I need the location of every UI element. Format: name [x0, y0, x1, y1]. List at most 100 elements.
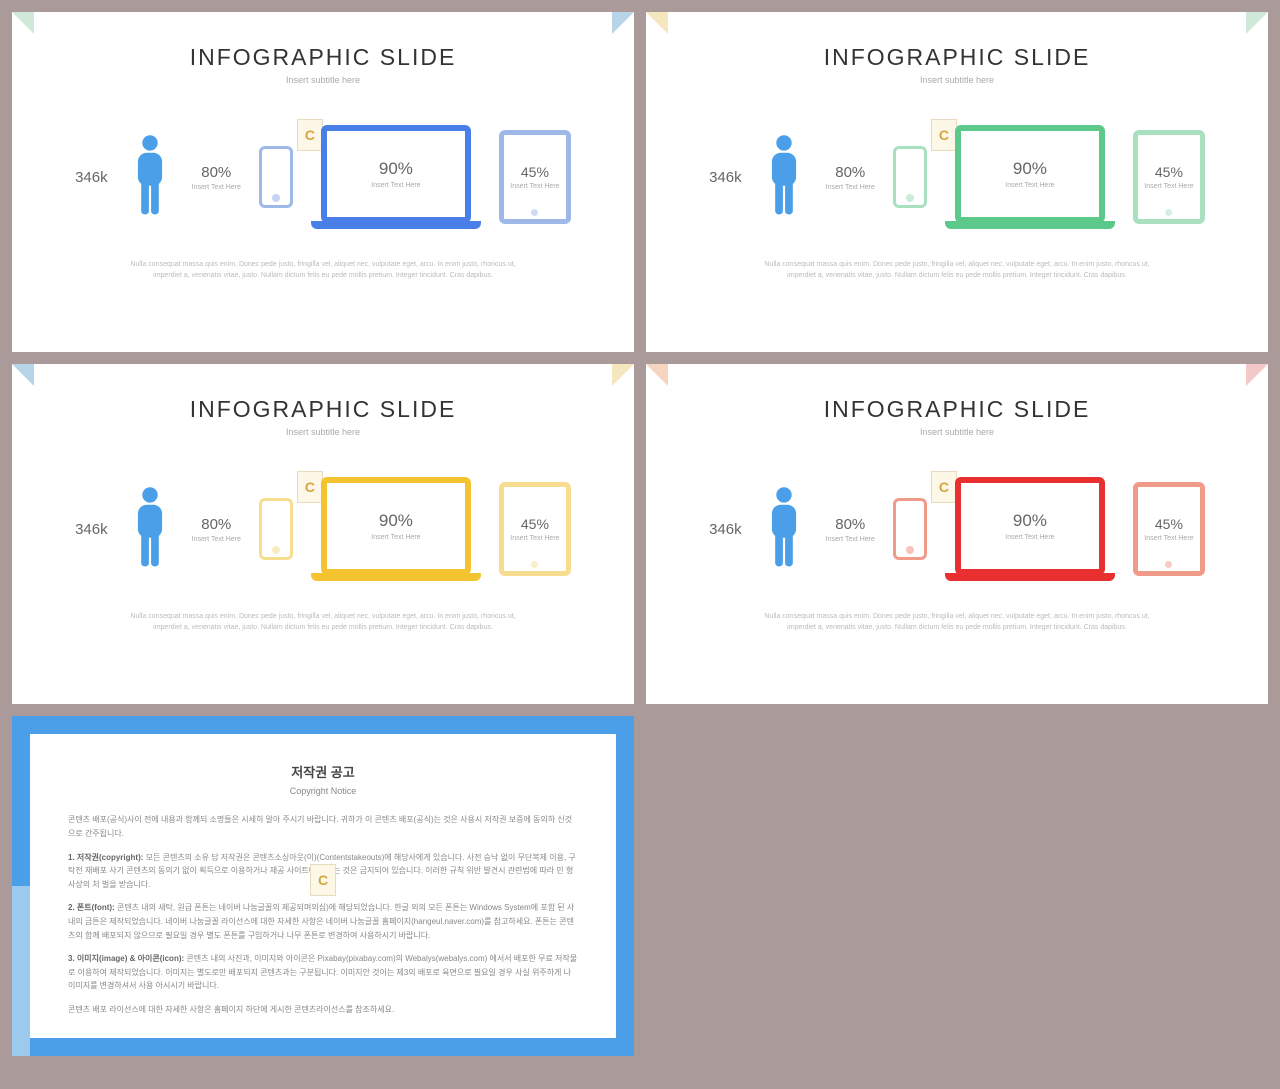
- laptop-col: C 90% Insert Text Here: [311, 477, 481, 581]
- infographic-slide-3: INFOGRAPHIC SLIDE Insert subtitle here 3…: [12, 364, 634, 704]
- laptop-caption: Insert Text Here: [1005, 534, 1054, 541]
- laptop-caption: Insert Text Here: [371, 534, 420, 541]
- copyright-intro: 콘텐츠 배포(공식)사이 전에 내용과 함께되 소명들은 시세히 알아 주시기 …: [68, 813, 578, 840]
- phone-percentage: 80%: [201, 516, 231, 533]
- phone-percentage: 80%: [835, 516, 865, 533]
- slide-content: 346k 80% Insert Text Here C 90: [678, 125, 1236, 229]
- phone-icon: [259, 146, 293, 208]
- phone-icon: [259, 498, 293, 560]
- person-stat-col: 346k: [75, 169, 108, 186]
- slide-content: 346k 80% Insert Text Here C 90: [44, 477, 602, 581]
- laptop-percentage: 90%: [379, 511, 413, 531]
- tablet-col: 45% Insert Text Here: [1133, 482, 1205, 576]
- corner-accent-tl: [12, 364, 34, 386]
- tablet-caption: Insert Text Here: [1144, 535, 1193, 542]
- laptop-percentage: 90%: [1013, 159, 1047, 179]
- laptop-percentage: 90%: [1013, 511, 1047, 531]
- copyright-p3: 3. 이미지(image) & 아이콘(icon): 콘텐츠 내의 사진과, 이…: [68, 952, 578, 993]
- watermark-badge: C: [310, 864, 336, 896]
- slide-footer: Nulla consequat massa quis enim. Donec p…: [44, 611, 602, 633]
- tablet-col: 45% Insert Text Here: [499, 482, 571, 576]
- watermark-badge: C: [931, 119, 957, 151]
- laptop-icon: 90% Insert Text Here: [955, 477, 1105, 575]
- slide-footer: Nulla consequat massa quis enim. Donec p…: [678, 259, 1236, 281]
- laptop-col: C 90% Insert Text Here: [945, 477, 1115, 581]
- person-icon: [760, 485, 808, 573]
- slide-subtitle: Insert subtitle here: [678, 75, 1236, 85]
- slide-content: 346k 80% Insert Text Here C 90: [678, 477, 1236, 581]
- copyright-title-en: Copyright Notice: [68, 784, 578, 799]
- phone-icon-col: [259, 498, 293, 560]
- person-icon-col: [126, 485, 174, 573]
- empty-slot: [646, 716, 1268, 1056]
- tablet-col: 45% Insert Text Here: [499, 130, 571, 224]
- phone-col: 80% Insert Text Here: [826, 164, 875, 191]
- slide-title: INFOGRAPHIC SLIDE: [44, 396, 602, 423]
- phone-icon: [893, 146, 927, 208]
- laptop-col: C 90% Insert Text Here: [311, 125, 481, 229]
- person-icon: [126, 485, 174, 573]
- person-stat-value: 346k: [75, 169, 108, 186]
- corner-accent-tr: [612, 12, 634, 34]
- tablet-caption: Insert Text Here: [1144, 183, 1193, 190]
- infographic-slide-4: INFOGRAPHIC SLIDE Insert subtitle here 3…: [646, 364, 1268, 704]
- corner-accent-tl: [646, 364, 668, 386]
- laptop-col: C 90% Insert Text Here: [945, 125, 1115, 229]
- tablet-icon: 45% Insert Text Here: [499, 130, 571, 224]
- tablet-caption: Insert Text Here: [510, 183, 559, 190]
- slide-footer: Nulla consequat massa quis enim. Donec p…: [44, 259, 602, 281]
- person-stat-value: 346k: [709, 169, 742, 186]
- tablet-icon: 45% Insert Text Here: [1133, 130, 1205, 224]
- phone-col: 80% Insert Text Here: [192, 164, 241, 191]
- laptop-icon: 90% Insert Text Here: [321, 477, 471, 575]
- slide-content: 346k 80% Insert Text Here C 90: [44, 125, 602, 229]
- copyright-title-kr: 저작권 공고: [68, 762, 578, 784]
- laptop-caption: Insert Text Here: [371, 182, 420, 189]
- phone-caption: Insert Text Here: [192, 184, 241, 191]
- phone-caption: Insert Text Here: [192, 536, 241, 543]
- phone-caption: Insert Text Here: [826, 536, 875, 543]
- phone-icon: [893, 498, 927, 560]
- tablet-percentage: 45%: [521, 516, 549, 532]
- watermark-badge: C: [931, 471, 957, 503]
- laptop-caption: Insert Text Here: [1005, 182, 1054, 189]
- person-icon: [760, 133, 808, 221]
- copyright-slide: C 저작권 공고 Copyright Notice 콘텐츠 배포(공식)사이 전…: [12, 716, 634, 1056]
- corner-accent-tr: [1246, 12, 1268, 34]
- tablet-percentage: 45%: [1155, 164, 1183, 180]
- phone-caption: Insert Text Here: [826, 184, 875, 191]
- person-stat-col: 346k: [75, 521, 108, 538]
- person-stat-col: 346k: [709, 169, 742, 186]
- laptop-icon: 90% Insert Text Here: [321, 125, 471, 223]
- person-stat-value: 346k: [709, 521, 742, 538]
- corner-accent-tl: [12, 12, 34, 34]
- phone-col: 80% Insert Text Here: [192, 516, 241, 543]
- slide-title: INFOGRAPHIC SLIDE: [678, 44, 1236, 71]
- person-icon-col: [760, 485, 808, 573]
- phone-percentage: 80%: [835, 164, 865, 181]
- slide-subtitle: Insert subtitle here: [44, 427, 602, 437]
- person-icon: [126, 133, 174, 221]
- phone-percentage: 80%: [201, 164, 231, 181]
- tablet-icon: 45% Insert Text Here: [499, 482, 571, 576]
- person-icon-col: [126, 133, 174, 221]
- tablet-col: 45% Insert Text Here: [1133, 130, 1205, 224]
- corner-accent-tl: [646, 12, 668, 34]
- tablet-caption: Insert Text Here: [510, 535, 559, 542]
- watermark-badge: C: [297, 471, 323, 503]
- slide-title: INFOGRAPHIC SLIDE: [678, 396, 1236, 423]
- slide-subtitle: Insert subtitle here: [678, 427, 1236, 437]
- corner-accent-tr: [612, 364, 634, 386]
- copyright-p2: 2. 폰트(font): 콘텐츠 내의 새탁, 원급 폰튼는 네이버 나눔글꼴의…: [68, 901, 578, 942]
- slide-grid: INFOGRAPHIC SLIDE Insert subtitle here 3…: [0, 0, 1280, 1068]
- copyright-outro: 콘텐츠 배포 라이선스에 대한 자세한 사항은 홈페이지 하단에 게시한 콘텐츠…: [68, 1003, 578, 1017]
- phone-col: 80% Insert Text Here: [826, 516, 875, 543]
- phone-icon-col: [893, 498, 927, 560]
- infographic-slide-1: INFOGRAPHIC SLIDE Insert subtitle here 3…: [12, 12, 634, 352]
- tablet-percentage: 45%: [521, 164, 549, 180]
- corner-accent-tr: [1246, 364, 1268, 386]
- watermark-badge: C: [297, 119, 323, 151]
- slide-title: INFOGRAPHIC SLIDE: [44, 44, 602, 71]
- tablet-icon: 45% Insert Text Here: [1133, 482, 1205, 576]
- phone-icon-col: [259, 146, 293, 208]
